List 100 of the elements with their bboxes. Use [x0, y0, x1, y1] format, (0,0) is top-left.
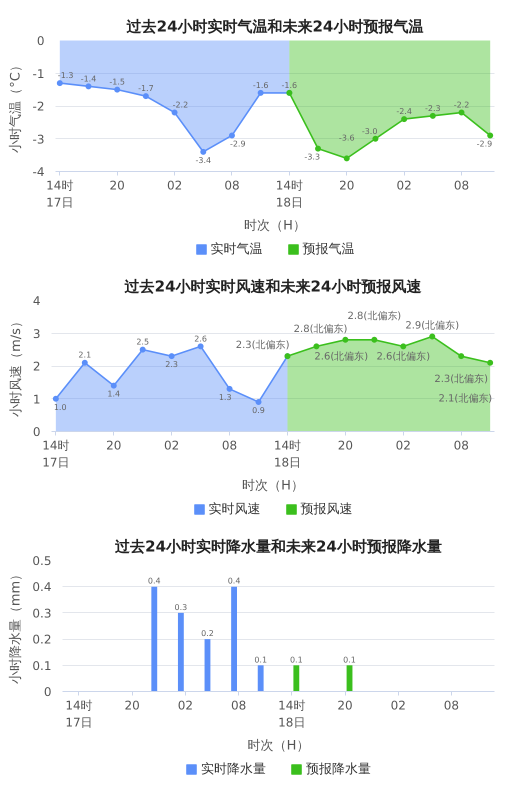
bar [151, 586, 158, 692]
x-tick-label: 08 [224, 178, 240, 192]
data-label: 2.3(北偏东) [434, 373, 488, 386]
point [168, 353, 175, 360]
y-tick-label: 0.5 [32, 554, 52, 568]
point [487, 132, 494, 138]
data-label: 0.3 [174, 602, 188, 612]
point [313, 343, 320, 350]
point [430, 112, 436, 119]
x-tick-label: 08 [230, 698, 246, 712]
x-tick-label: 14时 17日 [46, 178, 74, 210]
x-axis-title: 时次（H） [242, 478, 304, 494]
point [85, 83, 92, 90]
data-label: 2.8(北偏东) [294, 322, 348, 335]
x-tick-label: 20 [106, 438, 122, 452]
data-label: 0.1 [290, 655, 303, 664]
point [142, 93, 149, 100]
point [198, 343, 204, 350]
legend-label: 预报降水量 [306, 761, 371, 778]
y-tick-label: -1 [32, 66, 45, 81]
data-label: -2.9 [476, 139, 492, 148]
data-label: 2.3(北偏东) [236, 339, 290, 352]
data-label: 0.2 [201, 629, 214, 638]
x-tick-label: 14时 18日 [278, 698, 306, 730]
y-axis-title: 小时降水量（mm） [8, 568, 24, 684]
point [228, 132, 235, 138]
legend-label: 预报气温 [302, 241, 354, 258]
x-tick-label: 08 [222, 438, 238, 452]
data-label: -2.2 [454, 100, 470, 110]
x-tick-label: 02 [164, 438, 180, 452]
y-tick-label: 0 [32, 425, 41, 439]
point [172, 110, 178, 116]
bar [293, 665, 300, 692]
legend-label: 实时降水量 [201, 761, 266, 778]
x-tick-label: 14时 17日 [42, 438, 70, 470]
point [200, 148, 206, 155]
data-label: 1.0 [54, 402, 67, 412]
x-axis-title: 时次（H） [244, 218, 306, 234]
data-label: -1.5 [109, 78, 125, 87]
point [458, 110, 465, 116]
point [487, 360, 494, 366]
y-tick-label: 2 [32, 360, 41, 374]
data-label: -1.7 [138, 84, 154, 94]
point [342, 336, 348, 343]
bar [258, 665, 264, 692]
y-tick-label: 3 [32, 326, 41, 341]
data-label: 2.6(北偏东) [376, 350, 430, 362]
data-label: 0.4 [148, 576, 161, 586]
data-label: 1.4 [107, 390, 120, 399]
chart-title: 过去24小时实时风速和未来24小时预报风速 [124, 278, 422, 296]
point [371, 336, 378, 343]
data-label: 0.1 [343, 655, 356, 664]
point [256, 399, 262, 406]
point [372, 136, 378, 142]
x-tick-label: 20 [124, 698, 140, 712]
x-tick-label: 08 [454, 178, 470, 192]
data-label: 0.4 [228, 576, 240, 586]
point [226, 386, 233, 392]
bar [204, 639, 210, 692]
y-tick-label: 0.4 [32, 580, 52, 594]
x-tick-label: 20 [110, 178, 125, 192]
y-tick-label: 1 [32, 392, 41, 406]
x-tick-label: 20 [339, 178, 354, 192]
point [258, 90, 264, 96]
data-label: -1.4 [80, 74, 96, 84]
data-label: -3.3 [304, 152, 320, 162]
point [56, 80, 63, 86]
data-label: -2.4 [396, 107, 412, 116]
y-tick-label: 0.2 [32, 632, 52, 647]
x-tick-label: 02 [396, 178, 412, 192]
point [429, 334, 436, 340]
point [110, 382, 117, 389]
y-tick-label: 0 [36, 34, 45, 48]
data-label: 2.9(北偏东) [405, 320, 460, 332]
point [52, 396, 59, 402]
data-label: 2.5 [136, 338, 150, 347]
data-label: -3.6 [338, 133, 355, 142]
bar [178, 612, 184, 692]
x-tick-label: 14时 18日 [276, 178, 303, 210]
point [401, 116, 408, 122]
y-tick-label: 4 [32, 294, 41, 308]
y-tick-label: -4 [32, 165, 45, 179]
x-tick-label: 08 [444, 698, 460, 712]
data-label: -1.3 [58, 71, 74, 80]
x-tick-label: 20 [338, 438, 354, 452]
data-label: 0.9 [252, 406, 265, 416]
legend-label: 预报风速 [300, 501, 352, 518]
point [400, 343, 406, 350]
x-tick-label: 02 [396, 438, 411, 452]
y-tick-label: -3 [32, 132, 45, 146]
data-label: 2.1 [78, 350, 92, 360]
data-label: 2.8(北偏东) [347, 310, 402, 322]
data-label: 1.3 [218, 392, 232, 402]
y-tick-label: -2 [32, 100, 45, 114]
y-tick-label: 0.3 [32, 606, 52, 620]
x-tick-label: 14时 18日 [274, 438, 302, 470]
bar [231, 586, 237, 692]
data-label: -2.2 [172, 100, 188, 110]
legend-label: 实时风速 [208, 501, 260, 518]
y-axis-title: 小时气温（°C） [8, 59, 24, 153]
